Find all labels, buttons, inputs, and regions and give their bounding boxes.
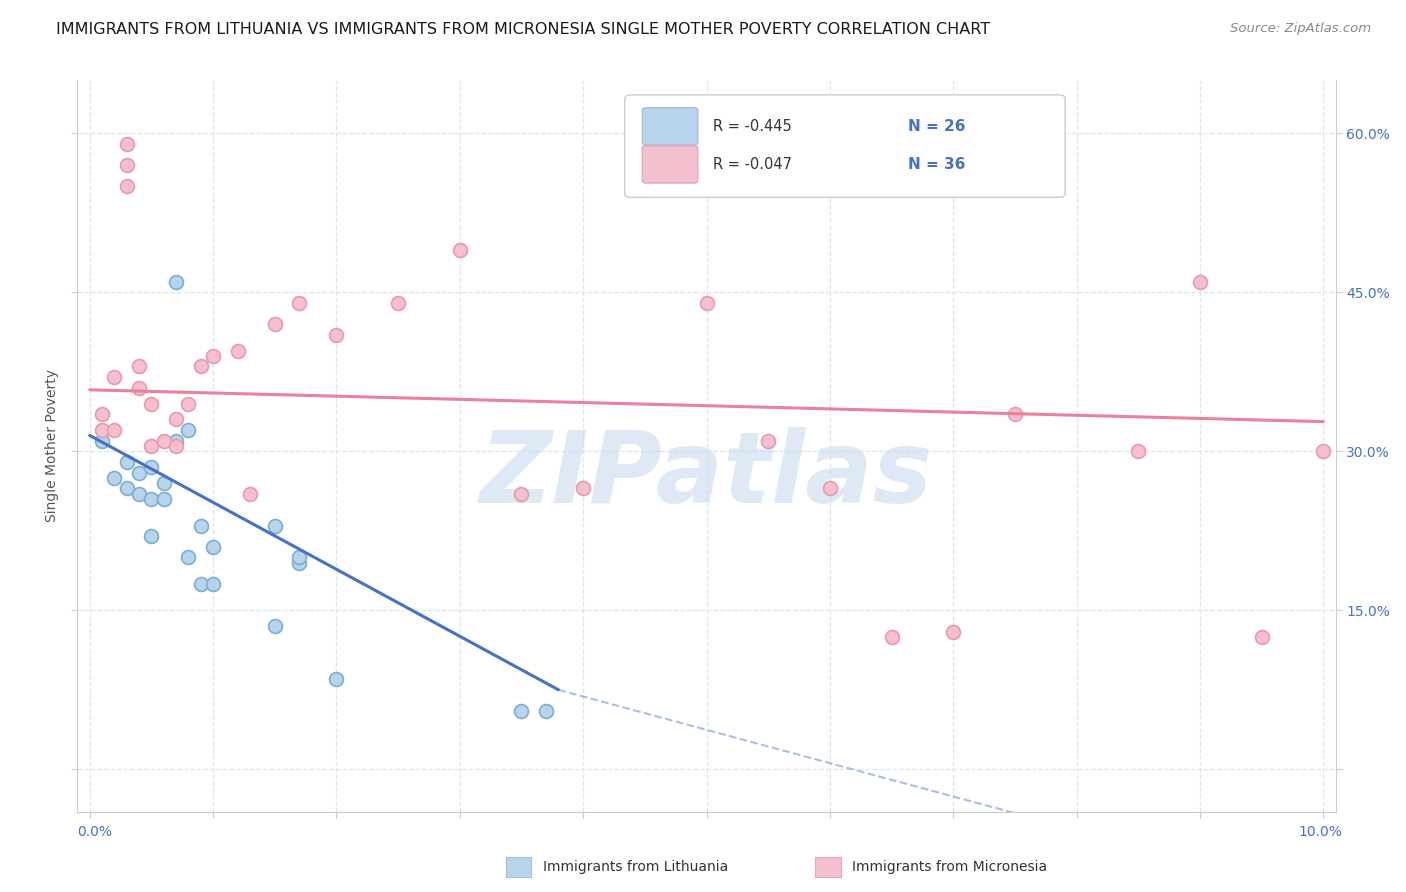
Y-axis label: Single Mother Poverty: Single Mother Poverty <box>45 369 59 523</box>
Point <box>115 455 138 469</box>
FancyBboxPatch shape <box>624 95 1066 197</box>
Point <box>202 349 225 363</box>
Point <box>1312 444 1334 458</box>
Point <box>152 491 174 506</box>
Point <box>942 624 965 639</box>
Point <box>141 529 163 543</box>
Text: N = 36: N = 36 <box>908 157 966 172</box>
Point <box>152 434 174 448</box>
Point <box>128 359 150 374</box>
Point <box>325 327 347 342</box>
Text: Immigrants from Lithuania: Immigrants from Lithuania <box>543 860 728 874</box>
FancyBboxPatch shape <box>643 145 697 183</box>
Point <box>510 704 533 718</box>
Point <box>325 672 347 686</box>
Point <box>696 296 718 310</box>
Point <box>190 576 212 591</box>
Point <box>103 423 125 437</box>
Text: 10.0%: 10.0% <box>1299 825 1343 839</box>
FancyBboxPatch shape <box>643 108 697 145</box>
Point <box>152 476 174 491</box>
Point <box>141 460 163 475</box>
Point <box>128 381 150 395</box>
Point <box>1128 444 1150 458</box>
Text: R = -0.445: R = -0.445 <box>713 119 792 134</box>
Point <box>190 518 212 533</box>
Text: Immigrants from Micronesia: Immigrants from Micronesia <box>852 860 1047 874</box>
Point <box>165 439 187 453</box>
Point <box>115 179 138 194</box>
Point <box>177 396 200 410</box>
Point <box>756 434 779 448</box>
Point <box>103 471 125 485</box>
Text: IMMIGRANTS FROM LITHUANIA VS IMMIGRANTS FROM MICRONESIA SINGLE MOTHER POVERTY CO: IMMIGRANTS FROM LITHUANIA VS IMMIGRANTS … <box>56 22 990 37</box>
Point <box>534 704 557 718</box>
Point <box>177 423 200 437</box>
Point <box>115 158 138 172</box>
Point <box>128 486 150 500</box>
Point <box>387 296 409 310</box>
Point <box>263 619 285 633</box>
Point <box>190 359 212 374</box>
Point <box>1188 275 1211 289</box>
Point <box>449 243 471 257</box>
Text: Source: ZipAtlas.com: Source: ZipAtlas.com <box>1230 22 1371 36</box>
Point <box>818 482 841 496</box>
Point <box>288 296 311 310</box>
Point <box>572 482 595 496</box>
Point <box>288 556 311 570</box>
Point <box>165 275 187 289</box>
Point <box>226 343 249 358</box>
Point <box>177 550 200 565</box>
Point <box>165 412 187 426</box>
Point <box>1004 407 1026 421</box>
Point <box>141 491 163 506</box>
Point <box>91 423 114 437</box>
Point <box>263 518 285 533</box>
Point <box>510 486 533 500</box>
Point <box>1250 630 1272 644</box>
Point <box>165 434 187 448</box>
Point <box>202 540 225 554</box>
Point <box>202 576 225 591</box>
Point <box>239 486 262 500</box>
Point <box>115 482 138 496</box>
Text: R = -0.047: R = -0.047 <box>713 157 792 172</box>
Point <box>91 407 114 421</box>
Point <box>880 630 903 644</box>
Point <box>141 396 163 410</box>
Point <box>91 434 114 448</box>
Point <box>288 550 311 565</box>
Point <box>115 136 138 151</box>
Point <box>103 370 125 384</box>
Text: 0.0%: 0.0% <box>77 825 112 839</box>
Point <box>263 317 285 331</box>
Text: ZIPatlas: ZIPatlas <box>479 426 934 524</box>
Text: N = 26: N = 26 <box>908 119 966 134</box>
Point <box>141 439 163 453</box>
Point <box>128 466 150 480</box>
